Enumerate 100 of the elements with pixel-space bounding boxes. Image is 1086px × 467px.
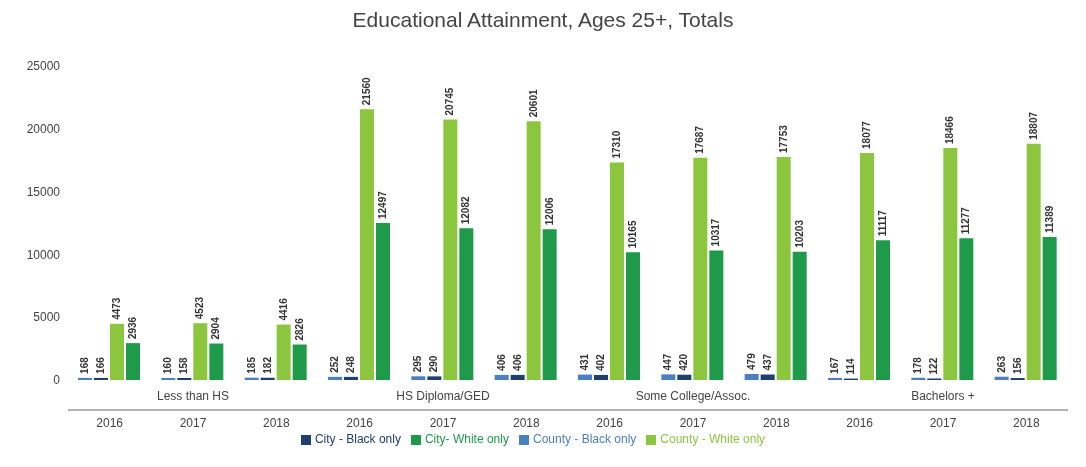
data-label: 437 [761, 353, 773, 371]
data-label: 160 [162, 356, 174, 374]
bar [1042, 236, 1057, 380]
data-label: 263 [995, 355, 1007, 373]
data-label: 10165 [627, 220, 638, 249]
bar [744, 373, 759, 380]
bar [792, 251, 807, 380]
bar [411, 376, 426, 380]
bar [760, 374, 775, 380]
data-label: 21560 [361, 76, 372, 106]
data-label: 420 [678, 353, 690, 371]
bar [709, 250, 724, 380]
text: Some College/Assoc. [635, 389, 751, 403]
data-label: 158 [178, 356, 190, 375]
legend-label: County - Black only [532, 432, 637, 446]
x-tick-label: 2017 [179, 415, 207, 430]
data-label: 168 [79, 356, 90, 374]
bar [494, 374, 509, 380]
x-tick-label: 2018 [1012, 415, 1040, 430]
chart-title: Educational Attainment, Ages 25+, Totals [351, 8, 735, 32]
data-label: 4416 [277, 297, 289, 321]
data-label: 402 [595, 353, 606, 371]
bar [959, 238, 974, 380]
data-label: 248 [345, 355, 356, 373]
data-label: 17753 [777, 124, 789, 154]
data-label: 18077 [861, 120, 872, 149]
bar [209, 343, 224, 380]
bar [1026, 143, 1041, 380]
data-label: 2936 [127, 316, 138, 340]
bar [161, 377, 176, 380]
data-label: 447 [662, 353, 674, 371]
bar [360, 109, 374, 380]
bar [860, 152, 874, 380]
y-tick-label: 20000 [26, 122, 61, 137]
bar [110, 323, 124, 380]
bar [994, 376, 1009, 380]
bar [776, 157, 791, 380]
data-label: 4523 [194, 296, 206, 320]
x-tick-label: 2017 [429, 415, 457, 430]
data-label: 252 [329, 355, 340, 373]
x-tick-label: 2018 [512, 415, 540, 430]
x-tick-label: 2018 [762, 415, 790, 430]
legend-label: County - White only [660, 432, 766, 446]
bar [344, 376, 358, 380]
x-tick-label: 2016 [96, 415, 124, 430]
data-label: 12006 [543, 196, 555, 226]
data-label: 11117 [877, 209, 888, 237]
bar [594, 374, 608, 380]
data-label: 20601 [527, 89, 539, 118]
x-tick-label: 2016 [346, 415, 374, 430]
data-label: 167 [829, 356, 840, 374]
bar [828, 377, 842, 380]
legend-label: City - Black only [314, 432, 401, 446]
bar [276, 324, 291, 380]
bar [328, 376, 342, 380]
data-label: 431 [579, 353, 590, 371]
data-label: 185 [245, 356, 257, 374]
x-tick-label: 2018 [262, 415, 290, 430]
bar [126, 343, 140, 380]
x-tick-label: 2016 [846, 415, 874, 430]
data-label: 2826 [293, 317, 305, 341]
y-tick-label: 15000 [26, 184, 61, 199]
bar [193, 323, 208, 380]
data-label: 12497 [377, 190, 388, 220]
data-label: 20745 [444, 87, 456, 116]
x-tick-label: 2017 [929, 415, 957, 430]
data-label: 406 [511, 353, 523, 371]
data-label: 479 [745, 352, 757, 370]
text: HS Diploma/GED [396, 389, 491, 403]
data-label: 12082 [460, 196, 472, 225]
bar [626, 252, 640, 380]
data-label: 10203 [793, 219, 805, 248]
bar [610, 162, 624, 380]
data-label: 182 [261, 356, 273, 374]
bar [94, 377, 108, 380]
x-tick-label: 2017 [679, 415, 707, 430]
bar [427, 376, 442, 380]
bar [661, 374, 676, 380]
data-label: 406 [495, 353, 507, 371]
data-label: 10317 [710, 218, 722, 247]
bar [876, 240, 890, 380]
data-label: 114 [845, 358, 856, 375]
bar [510, 374, 525, 380]
y-tick-label: 10000 [26, 247, 61, 262]
y-tick-label: 5000 [33, 310, 61, 325]
data-label: 17687 [694, 125, 706, 154]
data-label: 11277 [960, 206, 972, 235]
y-tick-label: 25000 [26, 59, 61, 74]
data-label: 156 [1011, 356, 1023, 375]
data-label: 178 [912, 356, 924, 374]
bar [443, 119, 458, 380]
text: Bachelors + [911, 389, 975, 403]
data-label: 11389 [1043, 205, 1055, 233]
text: Less than HS [156, 389, 230, 403]
bar [292, 344, 307, 380]
bar [376, 223, 390, 380]
bar [542, 229, 557, 380]
data-label: 17310 [611, 130, 622, 159]
data-label: 4473 [111, 297, 122, 320]
data-label: 166 [95, 356, 106, 374]
